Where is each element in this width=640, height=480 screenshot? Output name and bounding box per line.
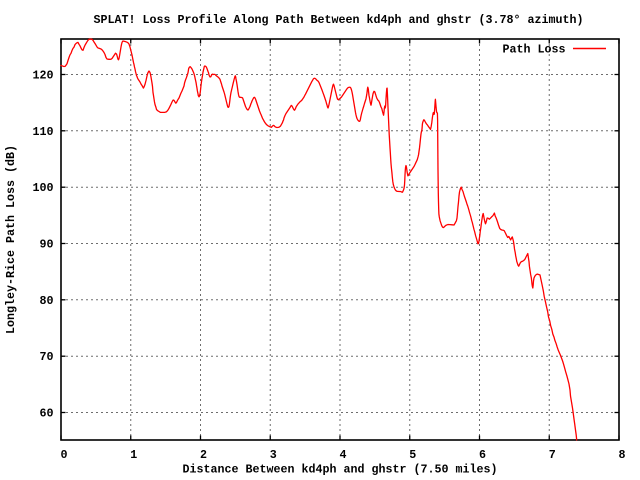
svg-text:7: 7 [549,448,556,462]
svg-text:4: 4 [340,448,347,462]
svg-text:1: 1 [130,448,137,462]
svg-text:Path Loss: Path Loss [503,43,566,57]
svg-text:Distance Between kd4ph and ghs: Distance Between kd4ph and ghstr (7.50 m… [183,463,498,477]
svg-text:Longley-Rice Path Loss (dB): Longley-Rice Path Loss (dB) [4,145,18,334]
svg-text:100: 100 [33,181,54,195]
svg-text:0: 0 [61,448,68,462]
svg-text:SPLAT! Loss Profile Along Path: SPLAT! Loss Profile Along Path Between k… [94,13,584,27]
svg-text:3: 3 [270,448,277,462]
svg-text:110: 110 [33,125,54,139]
svg-text:5: 5 [409,448,416,462]
svg-text:70: 70 [40,350,54,364]
svg-text:6: 6 [479,448,486,462]
svg-text:120: 120 [33,69,54,83]
svg-text:90: 90 [40,238,54,252]
svg-text:60: 60 [40,407,54,421]
svg-text:8: 8 [619,448,626,462]
svg-text:2: 2 [200,448,207,462]
svg-text:80: 80 [40,294,54,308]
